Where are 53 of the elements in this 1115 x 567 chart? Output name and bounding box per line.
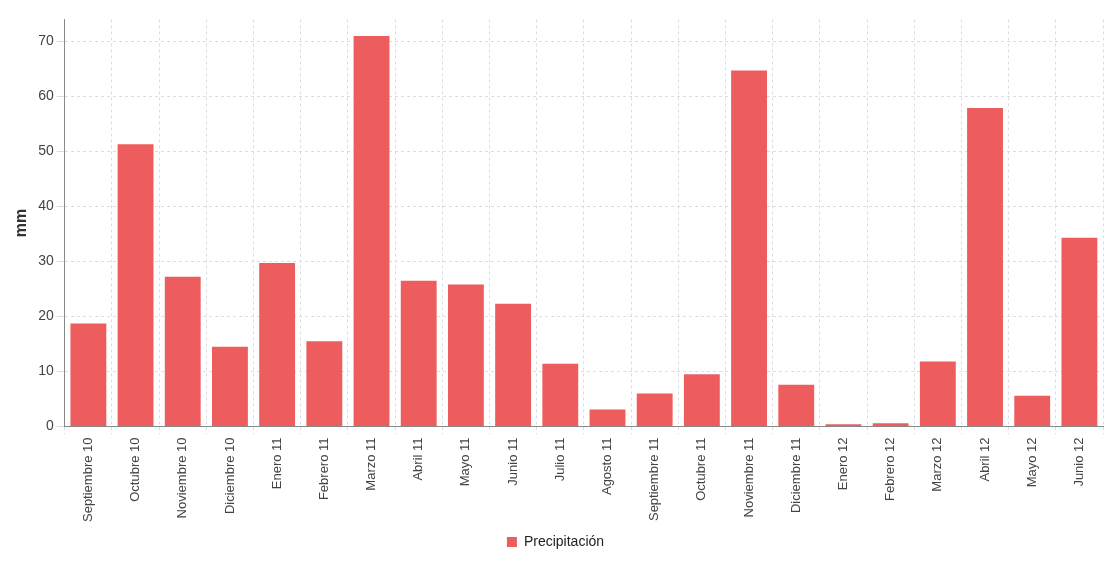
- x-tick-label: Julio 11: [551, 437, 567, 482]
- bar: [164, 276, 201, 426]
- bar: [117, 144, 154, 426]
- legend-label: Precipitación: [523, 532, 605, 549]
- y-tick-label: 50: [38, 142, 54, 159]
- x-tick-label: Septiembre 11: [646, 437, 662, 522]
- x-tick-label: Octubre 10: [127, 437, 143, 502]
- x-tick-label: Marzo 12: [929, 437, 945, 492]
- bar: [636, 393, 673, 426]
- bar: [683, 374, 720, 426]
- bar: [731, 70, 767, 426]
- bar: [259, 263, 296, 426]
- bar: [872, 423, 909, 426]
- bar: [778, 384, 815, 426]
- bar: [542, 363, 579, 426]
- y-tick-label: 30: [38, 252, 54, 269]
- bar: [353, 35, 390, 426]
- bar: [70, 323, 107, 426]
- x-tick-label: Junio 11: [504, 437, 520, 486]
- y-tick-label: 0: [45, 417, 54, 434]
- x-tick-label: Abril 12: [976, 437, 992, 482]
- x-tick-label: Enero 12: [835, 437, 851, 491]
- x-tick-label: Noviembre 11: [740, 437, 756, 518]
- y-tick-label: 20: [38, 307, 54, 324]
- y-tick-label: 40: [38, 197, 54, 214]
- bar: [447, 284, 484, 426]
- x-tick-label: Febrero 11: [315, 437, 331, 501]
- x-tick-label: Diciembre 11: [787, 437, 803, 514]
- bar: [589, 409, 626, 426]
- x-tick-label: Enero 11: [268, 437, 284, 490]
- x-tick-label: Septiembre 10: [79, 437, 95, 523]
- y-tick-label: 70: [38, 32, 54, 49]
- bar: [212, 346, 248, 426]
- x-tick-label: Febrero 12: [882, 437, 898, 502]
- bar: [1061, 237, 1098, 426]
- y-axis-title: mm: [12, 208, 30, 238]
- x-tick-label: Mayo 12: [1023, 437, 1039, 488]
- bar: [919, 361, 956, 426]
- x-tick-label: Mayo 11: [457, 437, 473, 487]
- x-tick-label: Abril 11: [410, 437, 426, 481]
- bar: [495, 303, 532, 426]
- x-tick-label: Junio 12: [1070, 437, 1086, 487]
- bar: [967, 107, 1003, 426]
- bar: [1014, 395, 1051, 426]
- bar: [306, 341, 343, 426]
- x-tick-label: Noviembre 10: [174, 437, 190, 519]
- bar: [400, 280, 437, 426]
- x-tick-label: Marzo 11: [363, 437, 379, 491]
- y-tick-label: 60: [38, 87, 54, 104]
- y-tick-label: 10: [38, 362, 54, 379]
- x-tick-label: Diciembre 10: [221, 437, 237, 515]
- x-tick-label: Octubre 11: [693, 437, 709, 501]
- x-tick-label: Agosto 11: [599, 437, 615, 496]
